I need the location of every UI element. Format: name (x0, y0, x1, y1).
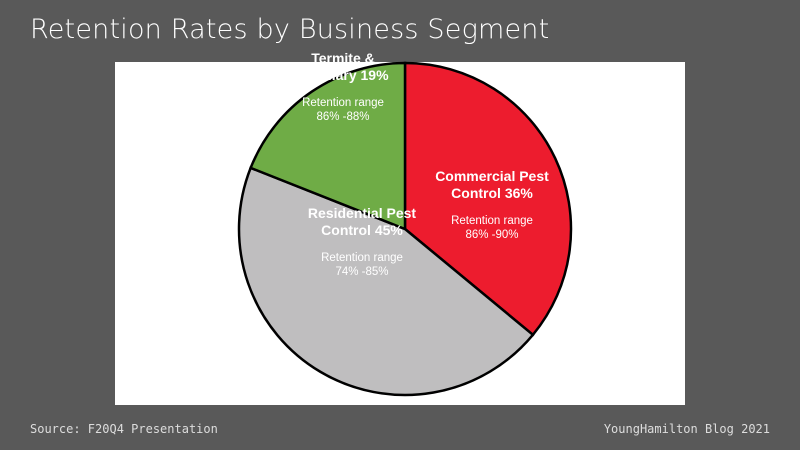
retention-range: 86% -90% (465, 229, 519, 241)
value-label: 45% (374, 222, 403, 238)
category-label: Commercial Pest Control (435, 168, 549, 201)
slice-heading: Commercial Pest Control 36% (427, 168, 557, 202)
slide-title: Retention Rates by Business Segment (30, 14, 550, 45)
category-label: Residential Pest Control (307, 205, 417, 238)
slice-heading: Residential Pest Control 45% (292, 205, 432, 239)
pie-slice (237, 166, 535, 397)
retention-label: Retention range (321, 252, 403, 264)
retention: Retention range 86% -90% (427, 214, 557, 242)
slice-heading: Termite & Ancillary 19% (288, 50, 398, 84)
retention: Retention range 74% -85% (292, 251, 432, 279)
retention: Retention range 86% -88% (288, 96, 398, 124)
slice-label: Residential Pest Control 45% Retention ra… (292, 205, 432, 279)
value-label: 19% (360, 67, 389, 83)
pie-slice (249, 61, 407, 231)
slice-label: Commercial Pest Control 36% Retention ran… (427, 168, 557, 242)
value-label: 36% (504, 185, 533, 201)
retention-range: 74% -85% (335, 266, 389, 278)
retention-label: Retention range (302, 97, 384, 109)
pie-slice (403, 61, 573, 337)
category-label: Termite & Ancillary (297, 50, 375, 83)
slice-label: Termite & Ancillary 19% Retention range 86… (288, 50, 398, 124)
credit: YoungHamilton Blog 2021 (603, 422, 770, 436)
source: Source: F20Q4 Presentation (30, 422, 218, 436)
retention-range: 86% -88% (316, 111, 370, 123)
retention-label: Retention range (451, 215, 533, 227)
